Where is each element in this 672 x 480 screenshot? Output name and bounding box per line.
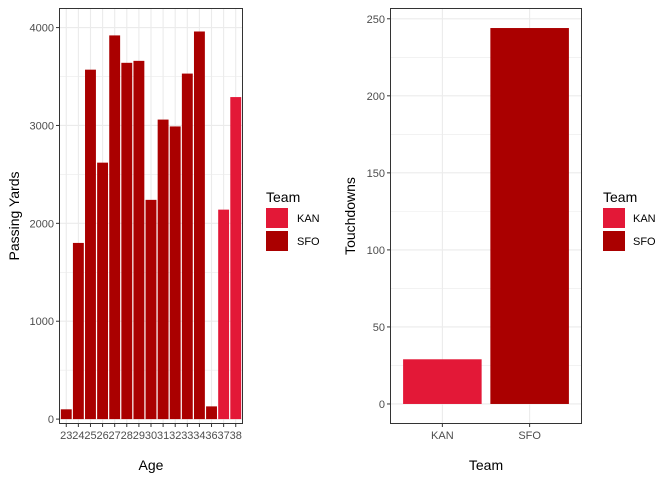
x-tick-label: 33 <box>181 430 193 442</box>
p1-y-ticks: 0 1000 2000 3000 4000 <box>30 23 59 426</box>
p1-legend-title: Team <box>266 189 300 205</box>
x-tick-label: 34 <box>193 430 205 442</box>
y-tick-label: 0 <box>48 414 54 426</box>
y-tick-label: 200 <box>367 91 385 103</box>
p1-legend: Team KAN SFO <box>266 189 320 251</box>
bar-31 <box>157 119 169 420</box>
bar-28 <box>121 62 133 420</box>
bar-33 <box>181 73 193 420</box>
x-tick-label: 28 <box>121 430 133 442</box>
x-tick-label: 25 <box>84 430 96 442</box>
p2-legend-label-sfo: SFO <box>633 236 656 248</box>
x-tick-label: SFO <box>518 430 541 442</box>
p1-x-axis-title: Age <box>139 457 164 473</box>
x-tick-label: 27 <box>109 430 121 442</box>
bar-23 <box>60 409 72 420</box>
bar-kan <box>403 359 482 404</box>
p2-x-ticks: KAN SFO <box>431 424 541 442</box>
p1-legend-label-kan: KAN <box>297 213 320 225</box>
x-tick-label: 38 <box>230 430 242 442</box>
y-tick-label: 0 <box>379 399 385 411</box>
y-tick-label: 4000 <box>30 23 54 35</box>
x-tick-label: 30 <box>145 430 157 442</box>
touchdowns-chart: 0 50 100 150 200 250 KAN SFO Team Touchdowns T… <box>342 8 656 473</box>
x-tick-label: KAN <box>431 430 454 442</box>
p2-legend: Team KAN SFO <box>603 189 656 251</box>
bar-37 <box>218 209 230 420</box>
bar-sfo <box>490 28 569 404</box>
x-tick-label: 23 <box>60 430 72 442</box>
bar-38 <box>230 97 242 420</box>
p1-legend-label-sfo: SFO <box>297 236 320 248</box>
p1-legend-key-kan <box>266 208 288 228</box>
bar-25 <box>85 69 96 420</box>
x-tick-label: 36 <box>205 430 217 442</box>
bar-24 <box>72 242 84 420</box>
x-tick-label: 29 <box>133 430 145 442</box>
p1-bars <box>60 31 242 420</box>
p1-y-axis-title: Passing Yards <box>6 172 22 261</box>
x-tick-label: 32 <box>169 430 181 442</box>
p2-x-axis-title: Team <box>469 457 503 473</box>
p2-bars <box>403 28 569 404</box>
passing-yards-chart: 0 1000 2000 3000 4000 23 24 25 26 27 28 29 30 31 32 33… <box>6 8 320 473</box>
p2-legend-title: Team <box>603 189 637 205</box>
y-tick-label: 250 <box>367 14 385 26</box>
p1-panel-border <box>59 8 243 424</box>
bar-36 <box>206 406 217 420</box>
bar-32 <box>169 126 181 420</box>
x-tick-label: 26 <box>96 430 108 442</box>
y-tick-label: 3000 <box>30 120 54 132</box>
y-tick-label: 1000 <box>30 316 54 328</box>
x-tick-label: 31 <box>157 430 169 442</box>
y-tick-label: 150 <box>367 168 385 180</box>
p2-legend-key-sfo <box>603 231 625 251</box>
p2-panel-border <box>390 8 582 424</box>
y-tick-label: 50 <box>373 322 385 334</box>
p2-y-axis-title: Touchdowns <box>342 177 358 255</box>
bar-29 <box>133 60 145 420</box>
p1-legend-key-sfo <box>266 231 288 251</box>
bar-27 <box>109 35 121 420</box>
bar-34 <box>193 31 205 420</box>
bar-30 <box>145 199 157 420</box>
x-tick-label: 37 <box>218 430 230 442</box>
p1-x-ticks: 23 24 25 26 27 28 29 30 31 32 33 34 36 37 38 <box>60 424 242 442</box>
p2-legend-label-kan: KAN <box>633 213 656 225</box>
y-tick-label: 100 <box>367 245 385 257</box>
y-tick-label: 2000 <box>30 218 54 230</box>
x-tick-label: 24 <box>72 430 84 442</box>
bar-26 <box>97 162 109 420</box>
p2-y-ticks: 0 50 100 150 200 250 <box>367 14 390 411</box>
p2-legend-key-kan <box>603 208 625 228</box>
